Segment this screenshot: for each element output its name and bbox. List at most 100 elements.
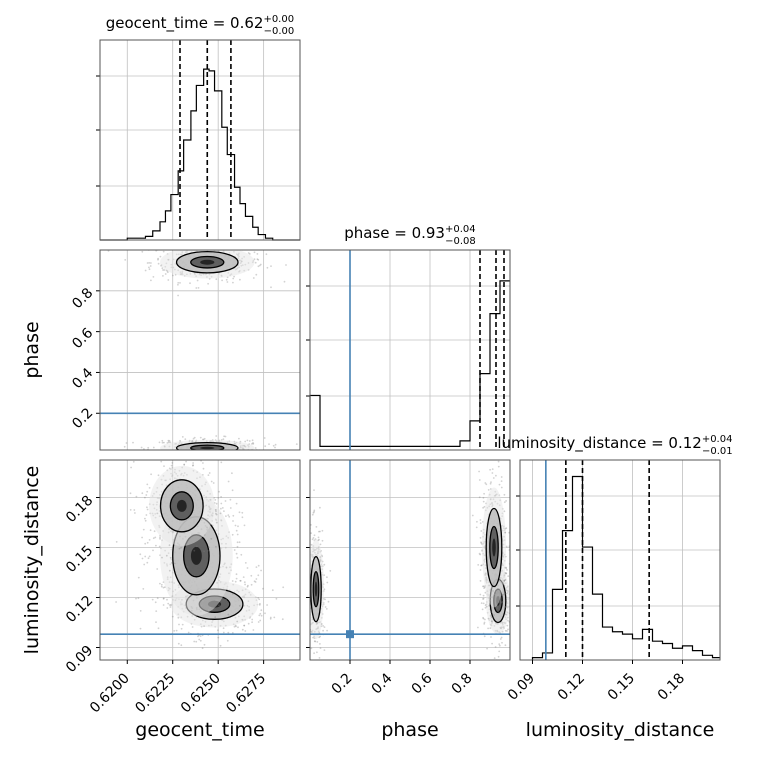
- sample-point: [162, 586, 165, 589]
- sample-point: [250, 452, 252, 454]
- sample-point: [150, 262, 152, 264]
- sample-point: [159, 536, 161, 539]
- title-phase: phase = 0.93+0.04 −0.08: [344, 224, 476, 247]
- sample-point: [169, 457, 171, 459]
- sample-point: [312, 537, 315, 539]
- sample-point: [482, 594, 485, 597]
- sample-point: [223, 510, 225, 512]
- sample-point: [160, 585, 163, 588]
- sample-point: [504, 644, 507, 647]
- sample-point: [219, 451, 221, 453]
- sample-point: [257, 258, 260, 261]
- sample-point: [235, 625, 237, 628]
- sample-point: [194, 229, 196, 231]
- sample-point: [189, 282, 191, 285]
- sample-point: [239, 579, 242, 582]
- sample-point: [203, 550, 206, 553]
- sample-point: [259, 619, 262, 622]
- sample-point: [308, 557, 310, 559]
- sample-point: [236, 541, 239, 544]
- x-tick-label: 0.09: [505, 670, 538, 703]
- sample-point: [480, 530, 483, 532]
- sample-point: [326, 576, 328, 579]
- sample-point: [197, 287, 200, 289]
- sample-point: [156, 597, 159, 600]
- sample-point: [274, 446, 276, 449]
- panel-frame: [309, 459, 511, 661]
- sample-point: [201, 246, 203, 248]
- x-tick-label: 0.18: [655, 670, 688, 703]
- sample-point: [215, 545, 217, 548]
- sample-point: [202, 462, 204, 464]
- sample-point: [208, 453, 210, 455]
- sample-point: [252, 442, 254, 444]
- sample-point: [181, 436, 184, 438]
- sample-point: [482, 597, 485, 600]
- sample-point: [506, 624, 509, 627]
- sample-point: [319, 643, 321, 645]
- sample-point: [234, 456, 236, 458]
- sample-point: [137, 576, 140, 579]
- sample-point: [310, 543, 313, 546]
- sample-point: [236, 533, 239, 536]
- sample-point: [250, 574, 253, 577]
- sample-point: [324, 606, 327, 608]
- sample-point: [226, 639, 229, 642]
- sample-point: [198, 638, 201, 641]
- sample-point: [166, 607, 169, 609]
- sample-point: [157, 627, 160, 630]
- sample-point: [504, 613, 507, 615]
- sample-point: [257, 621, 260, 623]
- sample-point: [139, 627, 142, 630]
- sample-point: [135, 495, 138, 498]
- sample-point: [175, 629, 178, 632]
- sample-point: [192, 437, 195, 440]
- sample-point: [232, 277, 235, 280]
- sample-point: [166, 454, 168, 456]
- scatter-points: [107, 229, 298, 459]
- sample-point: [207, 549, 210, 552]
- sample-point: [186, 566, 189, 568]
- sample-point: [489, 482, 492, 485]
- sample-point: [512, 599, 514, 601]
- sample-point: [167, 602, 170, 605]
- sample-point: [192, 464, 194, 467]
- sample-point: [235, 573, 238, 576]
- sample-point: [521, 620, 523, 622]
- sample-point: [498, 644, 501, 647]
- sample-point: [322, 625, 324, 627]
- sample-point: [258, 604, 261, 606]
- panel-frame: [519, 459, 721, 661]
- sample-point: [218, 490, 220, 493]
- sample-point: [483, 492, 485, 495]
- sample-point: [198, 452, 200, 454]
- sample-point: [148, 555, 151, 558]
- sample-point: [511, 594, 513, 596]
- sample-point: [207, 452, 209, 454]
- sample-point: [481, 608, 484, 611]
- sample-point: [225, 246, 227, 248]
- sample-point: [156, 568, 159, 570]
- sample-point: [471, 514, 474, 517]
- sample-point: [327, 600, 330, 603]
- sample-point: [507, 628, 509, 631]
- sample-point: [150, 279, 152, 282]
- sample-point: [213, 455, 215, 457]
- sample-point: [237, 626, 239, 629]
- sample-point: [159, 255, 162, 258]
- sample-point: [185, 454, 187, 456]
- sample-point: [505, 592, 507, 595]
- sample-point: [490, 616, 493, 619]
- sample-point: [490, 458, 492, 460]
- sample-point: [188, 243, 190, 245]
- sample-point: [250, 451, 252, 453]
- sample-point: [142, 528, 145, 531]
- sample-point: [192, 451, 194, 453]
- sample-point: [227, 480, 230, 483]
- sample-point: [232, 514, 235, 517]
- sample-point: [199, 639, 202, 642]
- sample-point: [326, 629, 328, 632]
- sample-point: [302, 622, 304, 624]
- sample-point: [490, 481, 492, 483]
- sample-point: [218, 604, 220, 607]
